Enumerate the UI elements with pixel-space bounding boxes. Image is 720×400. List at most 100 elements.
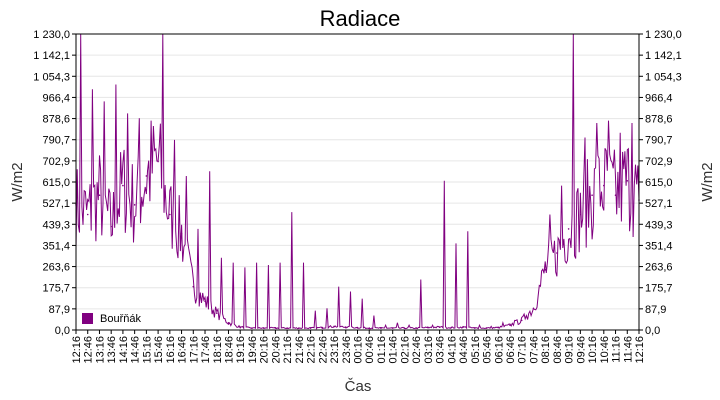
- x-tick-label: 21:16: [282, 336, 294, 364]
- series-point: [380, 327, 382, 329]
- x-tick-label: 03:46: [435, 336, 447, 364]
- y-right-tick-label: 1 230,0: [645, 29, 682, 41]
- y-left-tick-label: 878,6: [42, 114, 70, 126]
- x-tick-label: 15:16: [141, 336, 153, 364]
- x-tick-label: 04:16: [446, 336, 458, 364]
- legend-swatch: [82, 313, 93, 324]
- y-left-tick-label: 351,4: [42, 240, 70, 252]
- y-right-tick-label: 790,7: [645, 135, 673, 147]
- series-point: [251, 327, 253, 329]
- series-point: [485, 327, 488, 329]
- y-left-tick-label: 87,9: [49, 304, 70, 316]
- series-point: [497, 326, 500, 329]
- series-point: [262, 327, 265, 329]
- y-axis-left-title: W/m2: [9, 162, 26, 201]
- series-point: [110, 225, 112, 228]
- x-tick-label: 16:46: [177, 336, 189, 364]
- y-axis-right: 0,0 87,9 175,7 263,6 351,4 439,3 527,1 615,0 702…: [639, 29, 682, 337]
- y-left-tick-label: 1 230,0: [33, 29, 70, 41]
- y-left-tick-label: 702,9: [42, 156, 70, 168]
- x-tick-label: 05:16: [470, 336, 482, 364]
- series-point: [403, 327, 406, 329]
- x-tick-label: 08:46: [552, 336, 564, 364]
- x-tick-label: 10:16: [587, 336, 599, 364]
- series-point: [321, 326, 324, 329]
- x-axis: 12:16 12:46 13:16 13:46 14:16 14:46 15:16 15:46…: [71, 330, 646, 364]
- x-tick-label: 15:46: [153, 336, 165, 364]
- y-left-tick-label: 1 142,1: [33, 50, 70, 62]
- x-tick-label: 05:46: [482, 336, 494, 364]
- y-left-tick-label: 0,0: [55, 325, 70, 337]
- series-point: [145, 175, 148, 177]
- x-tick-label: 22:46: [317, 336, 329, 364]
- x-tick-label: 14:16: [118, 336, 130, 364]
- y-right-tick-label: 966,4: [645, 92, 673, 104]
- x-tick-label: 06:46: [505, 336, 517, 364]
- legend: Bouřňák: [82, 313, 141, 325]
- series-point: [509, 324, 511, 326]
- series-point: [567, 228, 570, 230]
- series-point: [544, 269, 546, 271]
- series-point: [579, 213, 582, 216]
- x-tick-label: 00:46: [364, 336, 376, 364]
- series-point: [274, 327, 277, 329]
- x-tick-label: 09:46: [575, 336, 587, 364]
- series-point: [239, 326, 242, 328]
- series-point: [227, 321, 230, 324]
- legend-label: Bouřňák: [100, 313, 141, 325]
- y-right-tick-label: 1 054,3: [645, 71, 682, 83]
- x-tick-label: 17:46: [200, 336, 212, 364]
- y-left-tick-label: 1 054,3: [33, 71, 70, 83]
- x-tick-label: 21:46: [294, 336, 306, 364]
- y-axis-left: 0,0 87,9 175,7 263,6 351,4 439,3 527,1 615,0 702…: [33, 29, 76, 337]
- series-line: [75, 33, 640, 330]
- y-left-tick-label: 527,1: [42, 198, 70, 210]
- y-right-tick-label: 878,6: [645, 114, 673, 126]
- x-tick-label: 20:16: [259, 336, 271, 364]
- y-axis-right-title: W/m2: [699, 162, 716, 201]
- x-tick-label: 18:46: [223, 336, 235, 364]
- y-right-tick-label: 263,6: [645, 262, 673, 274]
- x-tick-label: 01:46: [388, 336, 400, 364]
- series-point: [556, 252, 558, 254]
- x-tick-label: 10:46: [599, 336, 611, 364]
- x-axis-title: Čas: [345, 378, 372, 395]
- x-tick-label: 06:16: [493, 336, 505, 364]
- x-tick-label: 13:46: [106, 336, 118, 364]
- x-tick-label: 02:16: [399, 336, 411, 364]
- series-point: [438, 326, 441, 328]
- series-point: [344, 326, 347, 328]
- y-right-tick-label: 175,7: [645, 283, 673, 295]
- chart-title: Radiace: [320, 6, 401, 31]
- series-point: [462, 326, 464, 328]
- series-point: [286, 327, 288, 329]
- series-point: [520, 319, 523, 322]
- x-tick-label: 07:16: [517, 336, 529, 364]
- y-right-tick-label: 351,4: [645, 240, 673, 252]
- series-point: [591, 194, 593, 197]
- series-point: [356, 326, 359, 329]
- x-tick-label: 19:46: [247, 336, 259, 364]
- series-point: [204, 300, 206, 302]
- series-point: [427, 326, 429, 329]
- x-tick-label: 23:46: [341, 336, 353, 364]
- series-point: [626, 179, 629, 182]
- y-right-tick-label: 615,0: [645, 177, 673, 189]
- series-point: [415, 327, 417, 329]
- plot-frame: [75, 33, 640, 331]
- x-tick-label: 13:16: [94, 336, 106, 364]
- series-point: [614, 194, 617, 197]
- series-point: [333, 325, 335, 328]
- y-left-tick-label: 439,3: [42, 219, 70, 231]
- series-point: [368, 327, 371, 329]
- x-tick-label: 14:46: [130, 336, 142, 364]
- x-tick-label: 17:16: [188, 336, 200, 364]
- x-tick-label: 01:16: [376, 336, 388, 364]
- y-left-tick-label: 263,6: [42, 262, 70, 274]
- series-point: [86, 213, 89, 216]
- series-point: [603, 184, 605, 187]
- series-layer: [75, 33, 640, 330]
- x-tick-label: 08:16: [540, 336, 552, 364]
